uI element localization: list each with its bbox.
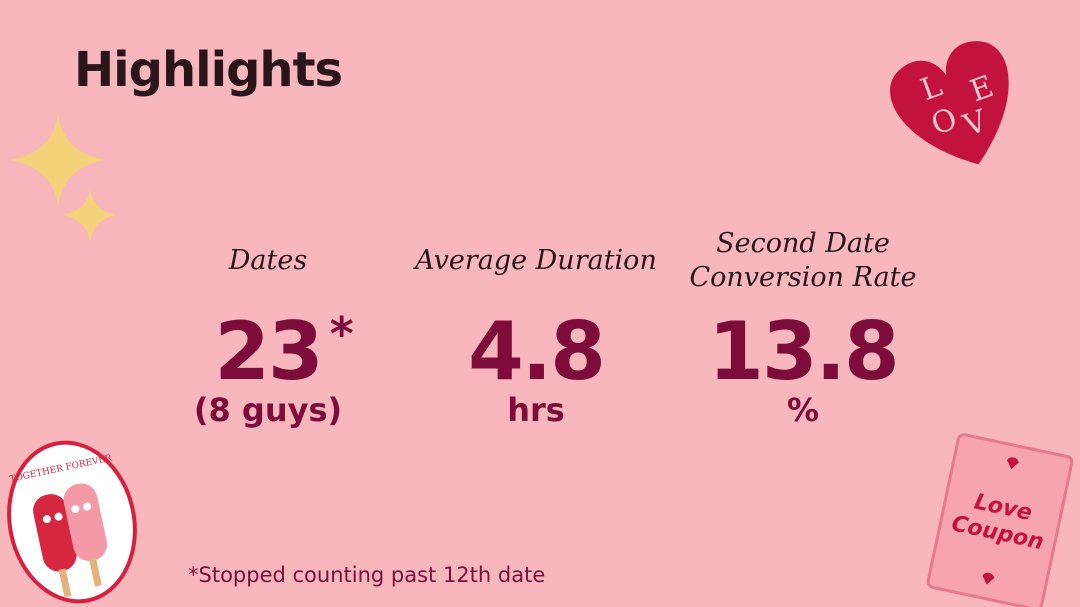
stat-label: Second Date Conversion Rate: [689, 228, 917, 293]
value-text: 23: [214, 305, 323, 398]
stat-sub: %: [786, 391, 820, 429]
stat-sub: (8 guys): [193, 391, 343, 429]
stat: Average Duration 4.8 hrs: [406, 225, 666, 429]
stat-value: 13.8: [708, 305, 899, 398]
sparkle: [62, 188, 116, 244]
title: Highlights: [74, 42, 343, 98]
heart-sticker: L O V E: [890, 41, 1009, 165]
stat: Dates 23 * (8 guys): [138, 225, 398, 429]
asterisk: *: [329, 307, 354, 361]
stat-value: 23 *: [214, 307, 353, 395]
stat-value: 4.8: [468, 305, 606, 398]
stat: Second Date Conversion Rate 13.8 %: [673, 225, 933, 429]
stat-label: Dates: [228, 245, 308, 276]
stat-label: Average Duration: [415, 245, 657, 276]
coupon-sticker: Love Coupon: [926, 433, 1074, 607]
stat-sub: hrs: [507, 391, 565, 429]
sparkle: [10, 112, 105, 208]
popsicle-sticker: TOGETHER FOREVER: [7, 440, 137, 604]
footnote: *Stopped counting past 12th date: [188, 563, 546, 587]
